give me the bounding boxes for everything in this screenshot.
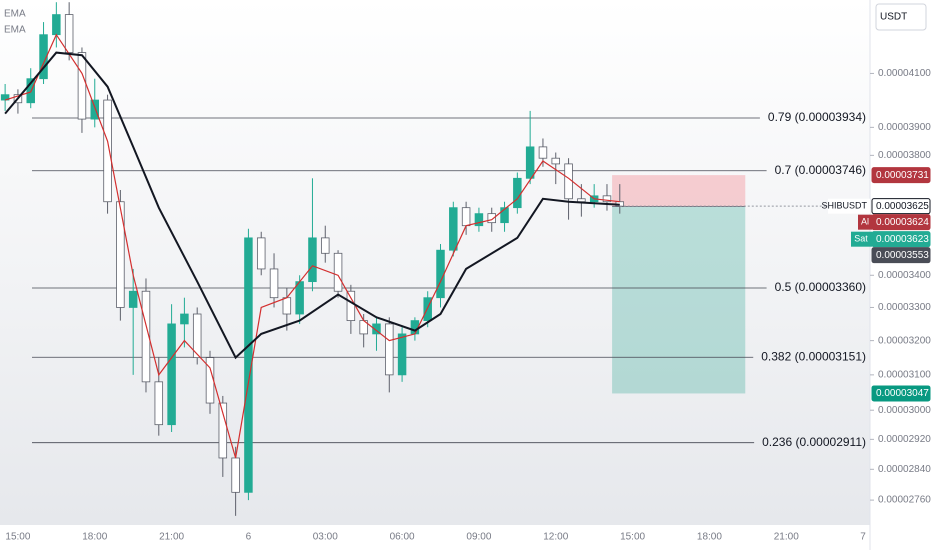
plot-background bbox=[0, 0, 870, 525]
candle-body bbox=[551, 157, 560, 165]
candle-body bbox=[192, 313, 202, 359]
candle-body bbox=[116, 201, 125, 308]
candle-body bbox=[103, 99, 112, 203]
ema-price-tag: 0.00003553 bbox=[876, 250, 929, 261]
currency[interactable]: USDT bbox=[880, 12, 907, 23]
candle-body bbox=[282, 297, 292, 315]
ema-line bbox=[4, 51, 620, 360]
candle-body bbox=[295, 281, 304, 315]
ask-price-tag: 0.00003624 bbox=[876, 217, 929, 228]
y-tick-label: 0.00003900 bbox=[878, 122, 931, 133]
candle-body bbox=[308, 237, 317, 283]
candle-body bbox=[449, 207, 458, 251]
candle-body bbox=[397, 333, 407, 376]
candle-body bbox=[231, 457, 240, 493]
candle-body bbox=[525, 146, 535, 179]
y-tick-label: 0.00003300 bbox=[878, 302, 931, 313]
candle-body bbox=[269, 268, 279, 299]
stop-price-tag: 0.00003731 bbox=[876, 170, 929, 181]
candle-body bbox=[500, 207, 509, 224]
y-tick-label: 0.00004100 bbox=[878, 68, 931, 79]
bid-price-tag: 0.00003623 bbox=[876, 234, 929, 245]
x-tick-label: 6 bbox=[246, 532, 252, 543]
fib-label: 0.79 (0.00003934) bbox=[768, 110, 866, 124]
stop-price-tag-box bbox=[871, 167, 931, 184]
candle-body bbox=[218, 402, 228, 459]
candle-body bbox=[154, 381, 164, 426]
candle-body bbox=[385, 323, 394, 376]
y-tick-label: 0.00003800 bbox=[878, 150, 931, 161]
candle-body bbox=[346, 290, 356, 322]
candle-body bbox=[52, 14, 61, 36]
x-tick-label: 09:00 bbox=[466, 532, 491, 543]
y-tick-label: 0.00002760 bbox=[878, 495, 931, 506]
ema-line bbox=[4, 33, 620, 459]
ask-label: Al bbox=[861, 217, 869, 227]
y-tick-label: 0.00002840 bbox=[878, 464, 931, 475]
candle-body bbox=[167, 323, 176, 426]
x-tick-label: 03:00 bbox=[313, 532, 338, 543]
target-price-tag-box bbox=[871, 385, 931, 402]
candle-body bbox=[436, 249, 445, 299]
y-tick-label: 0.00003400 bbox=[878, 270, 931, 281]
bid-label: Sat bbox=[854, 234, 868, 244]
candle-body bbox=[128, 290, 138, 308]
x-tick-label: 21:00 bbox=[774, 532, 799, 543]
candle-body bbox=[372, 323, 381, 335]
candle-body bbox=[39, 34, 48, 80]
x-tick-label: 7 bbox=[860, 532, 866, 543]
candle-body bbox=[564, 163, 573, 200]
currency-button[interactable] bbox=[875, 3, 927, 31]
stop-zone bbox=[612, 175, 746, 207]
y-tick-label: 0.00003000 bbox=[878, 405, 931, 416]
x-tick-label: 15:00 bbox=[620, 532, 645, 543]
symbol-label: SHIBUSDT bbox=[821, 201, 867, 211]
target-price-tag: 0.00003047 bbox=[876, 388, 929, 399]
y-tick-label: 0.00002920 bbox=[878, 434, 931, 445]
candle-body bbox=[244, 237, 253, 493]
candle-body bbox=[77, 52, 87, 120]
symbol-box bbox=[828, 198, 870, 214]
ema-label: EMA bbox=[4, 25, 26, 36]
bid-label-box bbox=[851, 231, 872, 247]
last-price-tag: 0.00003625 bbox=[876, 201, 929, 212]
time-axis bbox=[0, 525, 870, 550]
candle-body bbox=[321, 237, 330, 254]
ask-label-box bbox=[858, 214, 872, 230]
last-price-tag-box bbox=[871, 198, 931, 215]
candle-body bbox=[333, 252, 343, 292]
candle-body bbox=[64, 14, 74, 54]
x-tick-label: 21:00 bbox=[159, 532, 184, 543]
candle-body bbox=[474, 213, 484, 227]
candle-body bbox=[90, 99, 100, 120]
candle-body bbox=[538, 146, 548, 159]
candle-body bbox=[141, 290, 151, 383]
fib-label: 0.5 (0.00003360) bbox=[775, 280, 866, 294]
candle-body bbox=[602, 195, 612, 203]
target-zone bbox=[612, 206, 746, 394]
x-tick-label: 15:00 bbox=[5, 532, 30, 543]
candle-body bbox=[461, 207, 471, 227]
price-axis bbox=[870, 0, 932, 550]
x-tick-label: 18:00 bbox=[82, 532, 107, 543]
x-tick-label: 12:00 bbox=[543, 532, 568, 543]
candle-body bbox=[180, 313, 189, 325]
x-tick-label: 18:00 bbox=[697, 532, 722, 543]
fib-label: 0.382 (0.00003151) bbox=[761, 349, 866, 363]
candle-body bbox=[513, 177, 522, 209]
fib-label: 0.7 (0.00003746) bbox=[775, 163, 866, 177]
ema-price-tag-box bbox=[871, 247, 931, 264]
x-tick-label: 06:00 bbox=[390, 532, 415, 543]
y-tick-label: 0.00003200 bbox=[878, 335, 931, 346]
candle-body bbox=[487, 213, 496, 224]
fib-label: 0.236 (0.00002911) bbox=[762, 435, 866, 449]
y-tick-label: 0.00003100 bbox=[878, 370, 931, 381]
plot: 0.79 (0.00003934) 0.7 (0.00003746) 0.5 (0.… bbox=[0, 2, 866, 516]
candle-body bbox=[423, 297, 432, 322]
candle-body bbox=[256, 237, 266, 270]
ema-label: EMA bbox=[4, 9, 26, 20]
